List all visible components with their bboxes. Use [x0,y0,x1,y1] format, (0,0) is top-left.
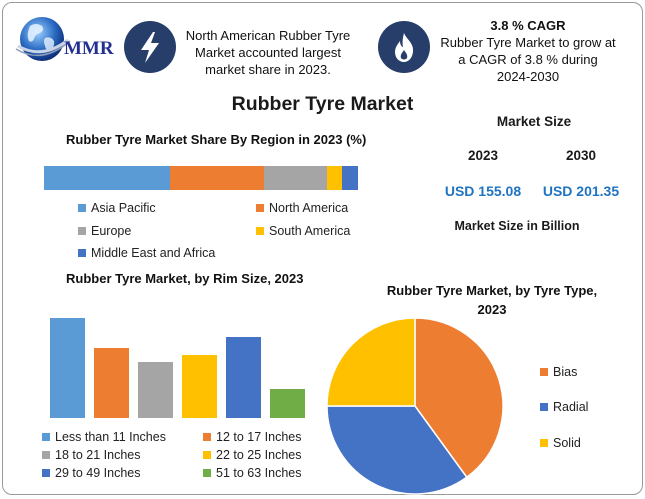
market-size-footer: Market Size in Billion [454,219,580,233]
rim-bar-1 [50,318,85,418]
legend-bias: Bias [540,365,577,379]
legend-swatch [203,469,211,477]
legend-label: Radial [553,400,589,414]
region-stacked-bar [44,166,358,190]
legend-swatch [42,433,50,441]
region-segment-asia-pacific [44,166,170,190]
legend-north-america: North America [256,201,348,215]
legend-swatch [78,227,86,235]
legend-label: Less than 11 Inches [55,430,166,444]
legend-label: 18 to 21 Inches [55,448,141,462]
legend-swatch [256,204,264,212]
cagr-title: 3.8 % CAGR [490,18,566,33]
legend-swatch [540,439,548,447]
rim-chart-title: Rubber Tyre Market, by Rim Size, 2023 [66,271,304,286]
region-segment-middle-east-and-africa [342,166,358,190]
pie-slice-solid [326,317,416,407]
legend-rim-4: 22 to 25 Inches [203,448,301,462]
legend-swatch [78,204,86,212]
legend-asia-pacific: Asia Pacific [78,201,156,215]
value-2030: USD 201.35 [542,183,620,199]
legend-swatch [203,433,211,441]
rim-bar-5 [226,337,261,418]
value-2023: USD 155.08 [444,183,522,199]
legend-label: 29 to 49 Inches [55,466,141,480]
region-segment-north-america [169,166,264,190]
legend-label: 22 to 25 Inches [216,448,302,462]
legend-swatch [42,469,50,477]
region-chart-title: Rubber Tyre Market Share By Region in 20… [66,132,367,147]
legend-label: Europe [91,224,132,238]
legend-label: North America [269,201,349,215]
logo-text: MMR [64,38,114,59]
legend-middle-east-africa: Middle East and Africa [78,246,215,260]
legend-label: Asia Pacific [91,201,156,215]
pie-chart-title: Rubber Tyre Market, by Tyre Type, 2023 [386,283,598,317]
pie-slice-bias [414,317,504,479]
lightning-badge [124,21,176,73]
legend-swatch [42,451,50,459]
region-segment-europe [263,166,327,190]
legend-swatch [540,403,548,411]
rim-bar-3 [138,362,173,418]
rim-size-bar-chart [50,318,305,418]
legend-rim-5: 29 to 49 Inches [42,466,140,480]
year-2023: 2023 [467,148,499,163]
cagr-text: Rubber Tyre Market to grow at a CAGR of … [440,35,616,84]
legend-swatch [256,227,264,235]
mmr-globe-logo-icon [15,17,71,61]
legend-rim-1: Less than 11 Inches [42,430,166,444]
region-segment-south-america [326,166,343,190]
tyre-type-pie-chart [326,317,504,495]
legend-rim-3: 18 to 21 Inches [42,448,140,462]
legend-solid: Solid [540,436,581,450]
legend-label: Bias [553,365,578,379]
legend-south-america: South America [256,224,350,238]
rim-bar-2 [94,348,129,418]
header-left-text: North American Rubber Tyre Market accoun… [185,28,351,77]
legend-label: South America [269,224,351,238]
main-title: Rubber Tyre Market [231,93,414,115]
rim-bar-6 [270,389,305,418]
legend-swatch [203,451,211,459]
year-2030: 2030 [565,148,597,163]
lightning-bolt-icon [141,32,159,63]
flame-badge [378,21,430,73]
legend-rim-6: 51 to 63 Inches [203,466,301,480]
legend-label: Solid [553,436,581,450]
flame-icon [395,33,414,62]
legend-label: 12 to 17 Inches [216,430,302,444]
legend-radial: Radial [540,400,588,414]
rim-bar-4 [182,355,217,418]
legend-rim-2: 12 to 17 Inches [203,430,301,444]
legend-swatch [78,249,86,257]
legend-label: 51 to 63 Inches [216,466,302,480]
legend-europe: Europe [78,224,131,238]
pie-slice-radial [326,405,468,495]
market-size-label: Market Size [496,114,572,129]
legend-label: Middle East and Africa [91,246,216,260]
legend-swatch [540,368,548,376]
